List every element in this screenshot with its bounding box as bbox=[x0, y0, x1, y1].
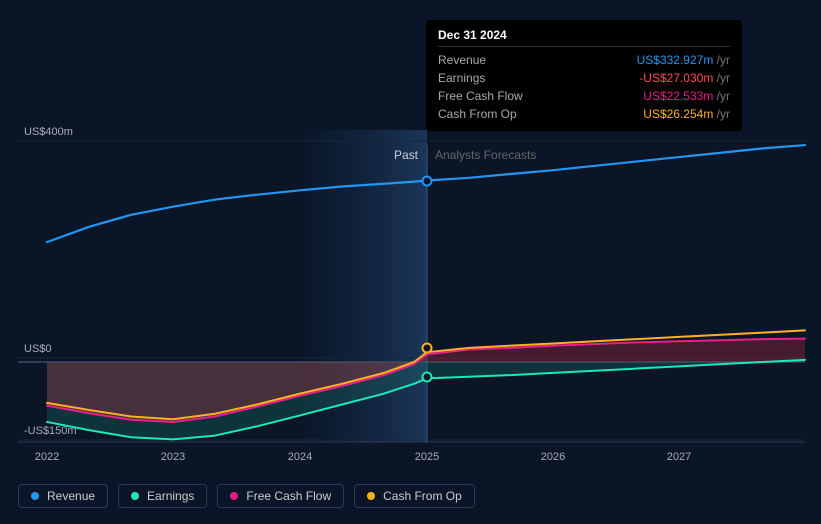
tooltip-metric-value: US$22.533m bbox=[643, 89, 713, 103]
x-axis-year: 2023 bbox=[161, 451, 185, 463]
tooltip-metric-suffix: /yr bbox=[713, 89, 730, 103]
revenue-marker bbox=[423, 177, 432, 186]
x-axis-year: 2025 bbox=[415, 451, 439, 463]
x-axis-year: 2026 bbox=[541, 451, 565, 463]
legend-label: Free Cash Flow bbox=[246, 489, 331, 503]
legend-swatch-icon bbox=[31, 492, 39, 500]
legend-item-cash_from_op[interactable]: Cash From Op bbox=[354, 484, 475, 508]
tooltip-row-cash-from-op: Cash From Op US$26.254m /yr bbox=[438, 105, 730, 123]
legend-item-earnings[interactable]: Earnings bbox=[118, 484, 207, 508]
legend-label: Revenue bbox=[47, 489, 95, 503]
chart-legend: Revenue Earnings Free Cash Flow Cash From O… bbox=[18, 484, 475, 508]
cash_from_op-marker bbox=[423, 344, 432, 353]
y-axis-label: US$400m bbox=[24, 126, 73, 138]
past-label: Past bbox=[394, 148, 419, 162]
tooltip-row-revenue: Revenue US$332.927m /yr bbox=[438, 51, 730, 69]
tooltip-metric-suffix: /yr bbox=[713, 53, 730, 67]
chart-tooltip: Dec 31 2024 RevenueUS$332.927m /yrEarnin… bbox=[426, 20, 742, 131]
tooltip-metric-value: US$26.254m bbox=[643, 107, 713, 121]
x-axis-year: 2022 bbox=[35, 451, 59, 463]
legend-swatch-icon bbox=[367, 492, 375, 500]
tooltip-date: Dec 31 2024 bbox=[438, 28, 730, 47]
y-axis-label: US$0 bbox=[24, 343, 52, 355]
legend-swatch-icon bbox=[230, 492, 238, 500]
tooltip-metric-value: US$332.927m bbox=[637, 53, 714, 67]
financial-forecast-chart: { "chart": { "type": "line-area", "width… bbox=[0, 0, 821, 524]
tooltip-metric-label: Revenue bbox=[438, 51, 486, 69]
legend-label: Earnings bbox=[147, 489, 194, 503]
tooltip-metric-label: Earnings bbox=[438, 69, 485, 87]
earnings-marker bbox=[423, 373, 432, 382]
tooltip-metric-label: Free Cash Flow bbox=[438, 87, 523, 105]
legend-swatch-icon bbox=[131, 492, 139, 500]
forecast-label: Analysts Forecasts bbox=[435, 148, 536, 162]
x-axis-year: 2027 bbox=[667, 451, 691, 463]
x-axis-year: 2024 bbox=[288, 451, 312, 463]
tooltip-metric-label: Cash From Op bbox=[438, 105, 517, 123]
tooltip-row-earnings: Earnings -US$27.030m /yr bbox=[438, 69, 730, 87]
tooltip-metric-value: -US$27.030m bbox=[639, 71, 713, 85]
tooltip-metric-suffix: /yr bbox=[713, 107, 730, 121]
legend-item-revenue[interactable]: Revenue bbox=[18, 484, 108, 508]
legend-item-free_cash_flow[interactable]: Free Cash Flow bbox=[217, 484, 344, 508]
tooltip-metric-suffix: /yr bbox=[713, 71, 730, 85]
legend-label: Cash From Op bbox=[383, 489, 462, 503]
tooltip-row-free-cash-flow: Free Cash Flow US$22.533m /yr bbox=[438, 87, 730, 105]
